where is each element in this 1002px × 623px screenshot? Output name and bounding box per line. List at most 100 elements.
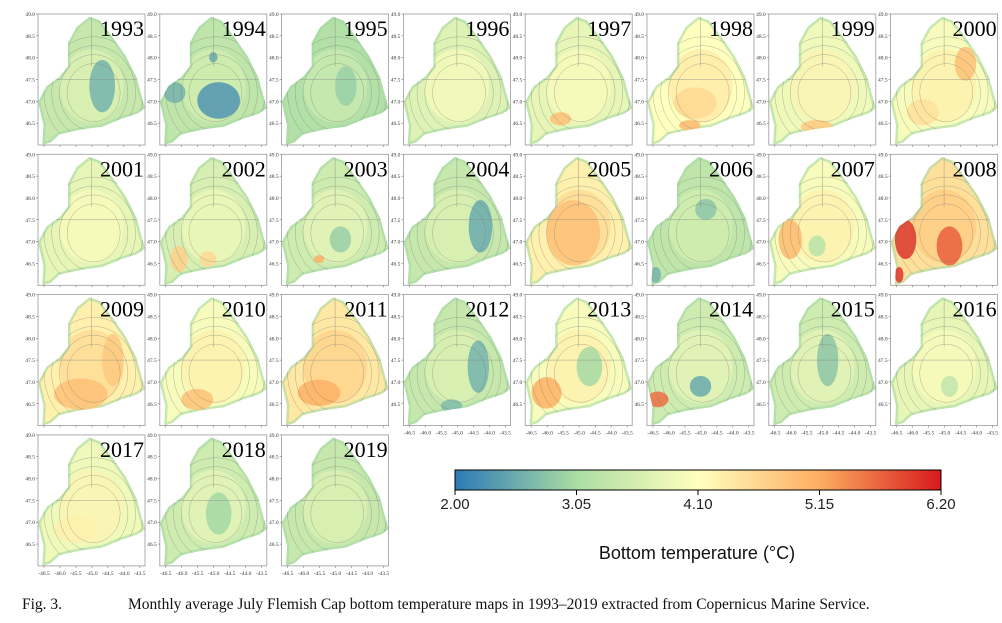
y-tick-label: 47.5	[513, 218, 523, 224]
y-tick-label: 48.5	[269, 455, 279, 461]
x-tick-label: -44.0	[484, 431, 496, 437]
temperature-anomaly	[673, 87, 717, 119]
year-label: 2015	[831, 297, 875, 322]
figure-panels: 199349.048.548.047.547.046.5199449.048.5…	[25, 12, 998, 577]
x-tick-label: -45.0	[695, 431, 707, 437]
y-tick-label: 47.0	[513, 99, 523, 105]
map-panel-1995: 1995 49.0 48.5 48.0 47.5 47.0 46.5	[269, 12, 390, 147]
y-tick-label: 48.5	[269, 314, 279, 320]
grid-line	[403, 297, 511, 361]
y-tick-label: 47.0	[756, 380, 766, 386]
x-tick-label: -45.5	[192, 571, 204, 577]
y-tick-label: 49.0	[269, 293, 279, 299]
bathymetry-contour	[188, 63, 243, 122]
temperature-anomaly	[576, 347, 603, 387]
y-tick-label: 46.5	[878, 261, 888, 267]
year-label: 2007	[831, 156, 875, 181]
y-tick-label: 49.0	[634, 293, 644, 299]
year-label: 2003	[344, 156, 388, 181]
y-tick-label: 47.0	[147, 380, 157, 386]
y-tick-label: 48.0	[391, 336, 401, 342]
map-panel-1996: 1996 49.0 48.5 48.0 47.5 47.0 46.5	[391, 12, 511, 147]
grid-line	[281, 297, 389, 361]
map-panel-2008: 2008 49.0 48.5 48.0 47.5 47.0 46.5	[878, 152, 998, 288]
temperature-anomaly	[170, 246, 188, 273]
colorbar-label: Bottom temperature (°C)	[598, 543, 796, 563]
map-panel-2007: 2007 49.0 48.5 48.0 47.5 47.0 46.5	[756, 152, 877, 288]
y-tick-label: 47.0	[513, 380, 523, 386]
x-tick-label: -43.5	[865, 431, 877, 437]
x-tick-label: -43.5	[134, 571, 146, 577]
y-tick-label: 49.0	[634, 152, 644, 158]
temperature-anomaly	[940, 375, 959, 397]
temperature-anomaly	[954, 46, 977, 81]
y-tick-label: 49.0	[269, 152, 279, 158]
temperature-anomaly	[936, 226, 963, 266]
y-tick-label: 46.5	[756, 402, 766, 408]
y-tick-label: 47.0	[391, 240, 401, 246]
grid-line	[38, 297, 145, 361]
map-panel-1994: 1994 49.0 48.5 48.0 47.5 47.0 46.5	[147, 12, 268, 147]
y-tick-label: 47.5	[634, 218, 644, 224]
y-tick-label: 48.5	[634, 34, 644, 40]
map-field	[647, 297, 754, 426]
map-edge	[281, 437, 389, 566]
map-panel-2000: 2000 49.0 48.5 48.0 47.5 47.0 46.5	[878, 12, 998, 147]
bathymetry-contour	[188, 484, 243, 543]
map-panel-1993: 1993 49.0 48.5 48.0 47.5 47.0 46.5	[25, 12, 146, 147]
figure-caption: Fig. 3. Monthly average July Flemish Cap …	[22, 596, 870, 614]
y-tick-label: 46.5	[25, 402, 35, 408]
grid-line	[890, 297, 998, 361]
temperature-anomaly	[546, 200, 601, 266]
map-field	[525, 156, 633, 286]
map-panel-2017: 2017 49.0 48.5 48.0 47.5 47.0 46.5 -46.5 -46.0 -4…	[25, 433, 145, 577]
y-tick-label: 49.0	[756, 152, 766, 158]
map-panel-2016: 2016 49.0 48.5 48.0 47.5 47.0 46.5 -46.5 -46.0 -4…	[878, 293, 998, 437]
x-tick-label: -46.5	[404, 431, 416, 437]
grid-line	[525, 297, 633, 361]
y-tick-label: 47.0	[25, 520, 35, 526]
y-tick-label: 48.5	[878, 314, 888, 320]
bathymetry-contour	[310, 484, 364, 543]
y-tick-label: 48.5	[147, 314, 157, 320]
y-tick-label: 49.0	[878, 293, 888, 299]
y-tick-label: 49.0	[513, 12, 523, 18]
bathymetry-contour	[432, 203, 486, 263]
y-tick-label: 48.0	[513, 56, 523, 62]
temperature-anomaly	[181, 388, 214, 410]
x-tick-label: -44.5	[711, 431, 723, 437]
map-field	[159, 156, 267, 286]
bathymetry-contour	[797, 63, 852, 122]
y-tick-label: 49.0	[513, 293, 523, 299]
y-tick-label: 47.0	[756, 99, 766, 105]
y-tick-label: 49.0	[269, 12, 279, 18]
x-tick-label: -45.0	[452, 431, 464, 437]
map-edge	[890, 156, 998, 286]
bathymetry-contour	[432, 63, 486, 122]
y-tick-label: 47.0	[269, 380, 279, 386]
temperature-anomaly	[313, 255, 325, 264]
bathymetry-contour	[66, 484, 121, 543]
y-tick-label: 46.5	[878, 402, 888, 408]
grid-line	[38, 156, 145, 221]
y-tick-label: 48.0	[25, 56, 35, 62]
x-tick-label: -44.0	[240, 571, 252, 577]
map-panel-2006: 2006 49.0 48.5 48.0 47.5 47.0 46.5	[634, 152, 755, 288]
year-label: 1996	[465, 16, 509, 41]
y-tick-label: 48.5	[634, 174, 644, 180]
y-tick-label: 48.5	[391, 174, 401, 180]
y-tick-label: 49.0	[147, 152, 157, 158]
y-tick-label: 48.5	[391, 34, 401, 40]
map-panel-2009: 2009 49.0 48.5 48.0 47.5 47.0 46.5	[25, 293, 146, 428]
x-tick-label: -45.5	[70, 571, 82, 577]
map-field	[890, 156, 998, 286]
x-tick-label: -46.0	[663, 431, 675, 437]
map-panel-2019: 2019 49.0 48.5 48.0 47.5 47.0 46.5 -46.5 -46.0 -4…	[269, 433, 389, 577]
y-tick-label: 47.5	[147, 498, 157, 504]
temperature-anomaly	[531, 377, 562, 409]
year-label: 2012	[465, 297, 509, 322]
grid-line	[403, 16, 511, 80]
grid-line	[159, 437, 267, 501]
y-tick-label: 49.0	[269, 433, 279, 439]
y-tick-label: 46.5	[269, 261, 279, 267]
